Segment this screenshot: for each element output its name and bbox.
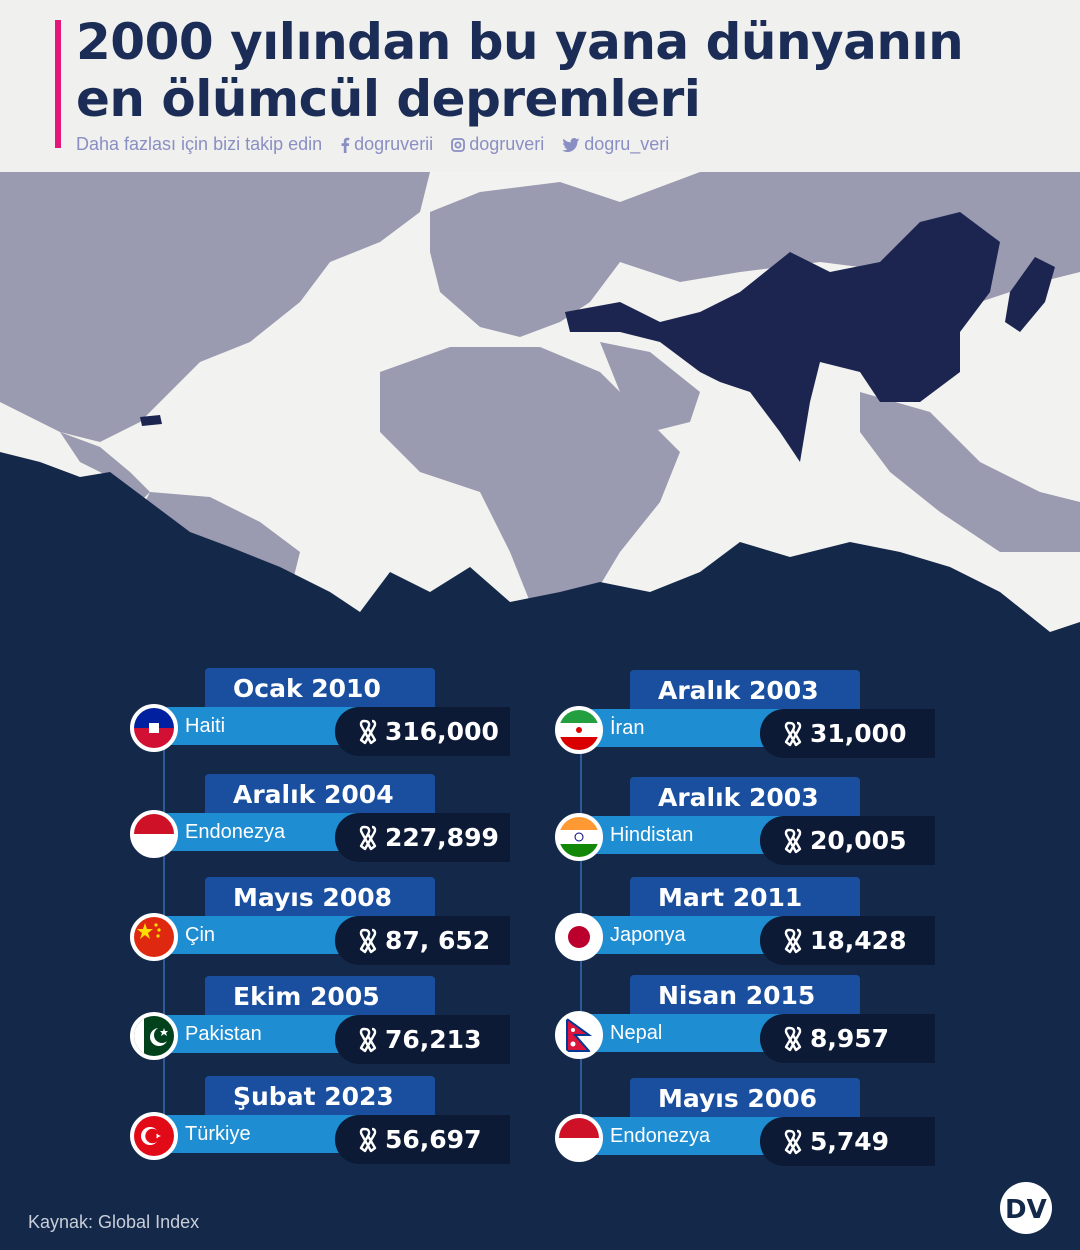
earthquake-item: Ocak 2010 Haiti 316,000 — [130, 668, 520, 778]
world-map — [0, 172, 1080, 662]
earthquake-item: Şubat 2023 Türkiye 56,697 — [130, 1076, 520, 1186]
ribbon-icon — [359, 1027, 377, 1053]
header: 2000 yılından bu yana dünyanın en ölümcü… — [0, 0, 1080, 172]
death-count-value: 5,749 — [810, 1127, 890, 1156]
ribbon-icon — [359, 928, 377, 954]
death-count: 316,000 — [335, 707, 510, 756]
map-torn-edge — [0, 452, 1080, 662]
europe — [430, 182, 620, 337]
earthquake-item: Mayıs 2008 Çin 87, 652 — [130, 877, 520, 987]
date-label: Ekim 2005 — [205, 976, 435, 1018]
earthquake-item: Nisan 2015 Nepal 8,957 — [555, 975, 945, 1085]
twitter-link[interactable]: dogru_veri — [562, 134, 669, 155]
africa — [380, 347, 680, 622]
instagram-link[interactable]: dogruveri — [451, 134, 544, 155]
title-line-2: en ölümcül depremleri — [76, 70, 701, 128]
date-label: Nisan 2015 — [630, 975, 860, 1017]
date-label: Mayıs 2008 — [205, 877, 435, 919]
indonesia-flag-icon — [130, 810, 178, 858]
ribbon-icon — [784, 721, 802, 747]
date-label: Ocak 2010 — [205, 668, 435, 710]
ribbon-icon — [784, 1026, 802, 1052]
north-america — [0, 172, 430, 442]
turkey-flag-icon — [130, 1112, 178, 1160]
title-line-1: 2000 yılından bu yana dünyanın — [76, 13, 964, 71]
earthquake-item: Mayıs 2006 Endonezya 5,749 — [555, 1078, 945, 1188]
death-count-value: 8,957 — [810, 1024, 890, 1053]
date-label: Aralık 2004 — [205, 774, 435, 816]
death-count-value: 227,899 — [385, 823, 499, 852]
twitter-icon — [562, 137, 580, 152]
svg-text:DV: DV — [1005, 1195, 1047, 1225]
date-label: Şubat 2023 — [205, 1076, 435, 1118]
death-count-value: 56,697 — [385, 1125, 482, 1154]
death-count: 18,428 — [760, 916, 935, 965]
southeast-asia — [860, 392, 1080, 552]
death-count-value: 20,005 — [810, 826, 907, 855]
japan-flag-icon — [555, 913, 603, 961]
social-links: Daha fazlası için bizi takip edin dogruv… — [76, 134, 669, 155]
date-label: Aralık 2003 — [630, 777, 860, 819]
death-count-value: 76,213 — [385, 1025, 482, 1054]
twitter-handle: dogru_veri — [584, 134, 670, 154]
earthquake-item: Ekim 2005 Pakistan 76,213 — [130, 976, 520, 1086]
death-count: 227,899 — [335, 813, 510, 862]
date-label: Mayıs 2006 — [630, 1078, 860, 1120]
death-count-value: 31,000 — [810, 719, 907, 748]
facebook-handle: dogruverii — [354, 134, 434, 154]
accent-bar — [55, 20, 61, 148]
pakistan-flag-icon — [130, 1012, 178, 1060]
date-label: Mart 2011 — [630, 877, 860, 919]
dv-logo: DV — [995, 1180, 1057, 1235]
death-count: 56,697 — [335, 1115, 510, 1164]
greenland — [200, 172, 330, 232]
highlight-asia — [565, 212, 1000, 462]
earthquake-item: Mart 2011 Japonya 18,428 — [555, 877, 945, 987]
death-count-value: 87, 652 — [385, 926, 491, 955]
central-america — [60, 432, 150, 502]
ribbon-icon — [359, 825, 377, 851]
instagram-icon — [451, 137, 466, 152]
ribbon-icon — [359, 719, 377, 745]
india-flag-icon — [555, 813, 603, 861]
date-label: Aralık 2003 — [630, 670, 860, 712]
earthquake-item: Aralık 2003 İran 31,000 — [555, 670, 945, 780]
facebook-link[interactable]: dogruverii — [340, 134, 433, 155]
earthquake-item: Aralık 2004 Endonezya 227,899 — [130, 774, 520, 884]
earthquake-item: Aralık 2003 Hindistan 20,005 — [555, 777, 945, 887]
death-count-value: 316,000 — [385, 717, 499, 746]
instagram-handle: dogruveri — [469, 134, 545, 154]
arabia — [600, 342, 700, 432]
death-count: 31,000 — [760, 709, 935, 758]
death-count: 20,005 — [760, 816, 935, 865]
facebook-icon — [341, 137, 350, 153]
source-text: Kaynak: Global Index — [28, 1212, 200, 1232]
indonesia-flag-icon — [555, 1114, 603, 1162]
highlight-haiti — [140, 415, 162, 426]
death-count: 5,749 — [760, 1117, 935, 1166]
death-count-value: 18,428 — [810, 926, 907, 955]
ribbon-icon — [359, 1127, 377, 1153]
highlight-japan — [1005, 257, 1055, 332]
death-count: 8,957 — [760, 1014, 935, 1063]
china-flag-icon — [130, 913, 178, 961]
follow-text: Daha fazlası için bizi takip edin — [76, 134, 323, 154]
death-count: 76,213 — [335, 1015, 510, 1064]
death-count: 87, 652 — [335, 916, 510, 965]
page-title: 2000 yılından bu yana dünyanın en ölümcü… — [76, 13, 964, 128]
ribbon-icon — [784, 928, 802, 954]
nepal-flag-icon — [555, 1011, 603, 1059]
ribbon-icon — [784, 1129, 802, 1155]
ribbon-icon — [784, 828, 802, 854]
haiti-flag-icon — [130, 704, 178, 752]
iran-flag-icon — [555, 706, 603, 754]
